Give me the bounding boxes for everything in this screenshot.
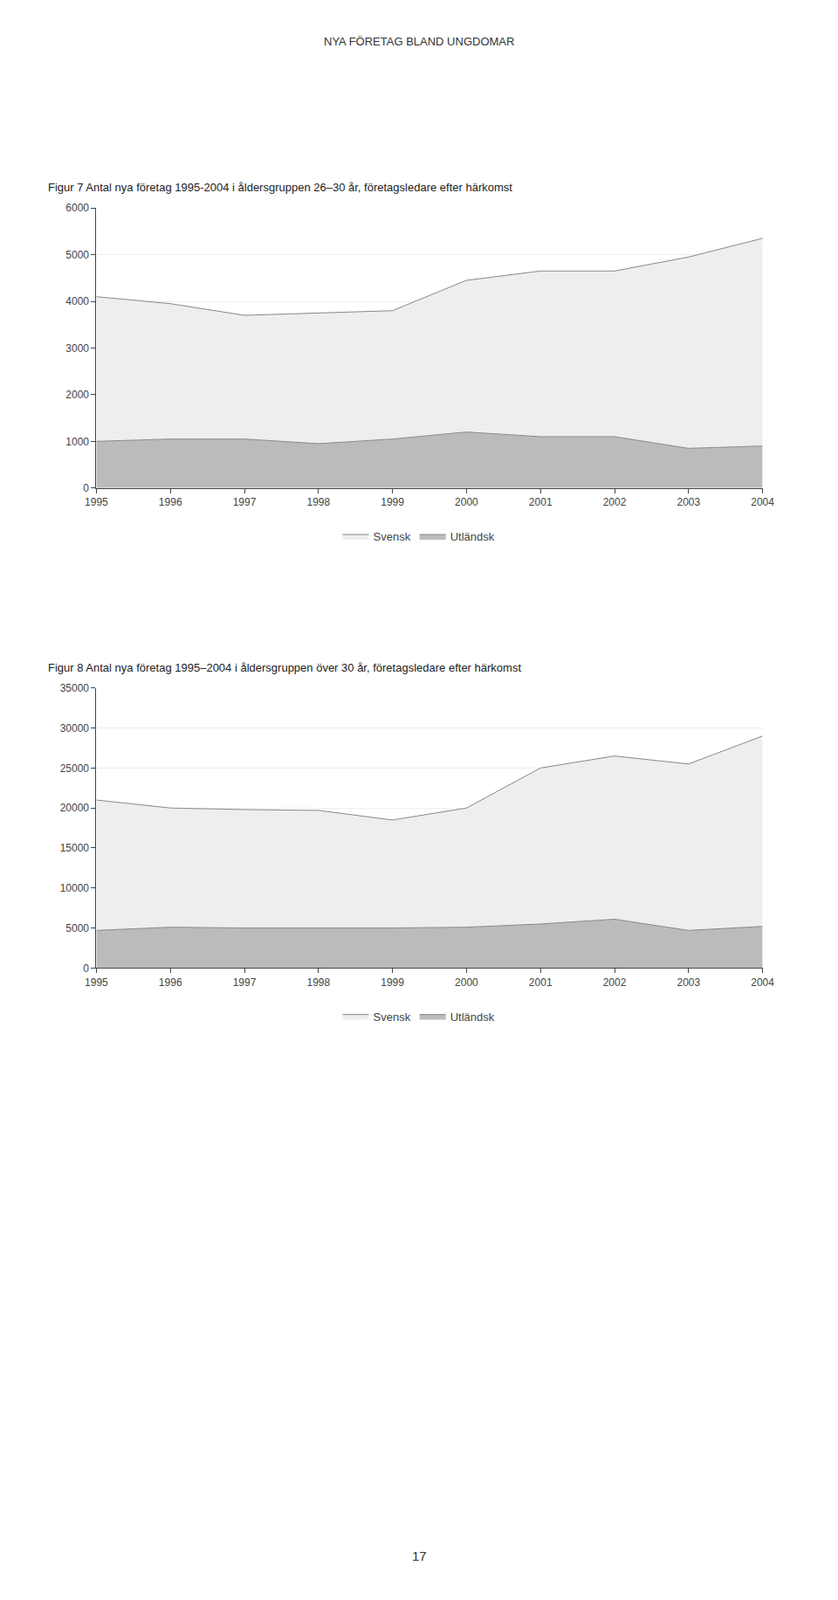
svg-text:2000: 2000 xyxy=(65,388,90,401)
svg-text:2001: 2001 xyxy=(528,495,553,509)
svg-text:2002: 2002 xyxy=(603,975,627,989)
svg-text:Svensk: Svensk xyxy=(373,1009,412,1024)
svg-text:1999: 1999 xyxy=(380,495,405,509)
svg-text:1995: 1995 xyxy=(84,975,109,989)
svg-text:Figur 7 Antal nya företag 1995: Figur 7 Antal nya företag 1995-2004 i ål… xyxy=(48,180,513,194)
svg-text:1997: 1997 xyxy=(233,495,257,509)
svg-text:2002: 2002 xyxy=(603,495,627,509)
svg-text:6000: 6000 xyxy=(65,201,90,214)
svg-text:35000: 35000 xyxy=(60,681,90,694)
svg-text:NYA FÖRETAG BLAND UNGDOMAR: NYA FÖRETAG BLAND UNGDOMAR xyxy=(323,34,515,49)
svg-text:5000: 5000 xyxy=(65,921,90,935)
svg-text:Svensk: Svensk xyxy=(373,529,412,543)
svg-text:2004: 2004 xyxy=(750,495,775,509)
svg-text:Utländsk: Utländsk xyxy=(450,529,495,543)
svg-text:20000: 20000 xyxy=(60,801,90,814)
svg-text:1998: 1998 xyxy=(306,975,330,989)
svg-text:1998: 1998 xyxy=(306,495,330,509)
svg-text:15000: 15000 xyxy=(60,841,90,854)
svg-text:0: 0 xyxy=(82,961,90,975)
svg-text:5000: 5000 xyxy=(65,248,90,262)
svg-text:1000: 1000 xyxy=(65,435,90,448)
svg-text:17: 17 xyxy=(412,1547,427,1563)
svg-text:4000: 4000 xyxy=(65,295,90,308)
svg-text:Figur 8 Antal nya företag 1995: Figur 8 Antal nya företag 1995–2004 i ål… xyxy=(48,660,522,674)
svg-text:3000: 3000 xyxy=(65,342,90,355)
svg-text:1996: 1996 xyxy=(158,495,183,509)
svg-text:0: 0 xyxy=(82,481,90,495)
svg-text:10000: 10000 xyxy=(60,881,90,894)
svg-text:1995: 1995 xyxy=(84,495,109,509)
svg-text:Utländsk: Utländsk xyxy=(450,1009,495,1024)
svg-text:1999: 1999 xyxy=(380,975,405,989)
svg-text:2000: 2000 xyxy=(454,495,479,509)
svg-text:2000: 2000 xyxy=(454,975,479,989)
svg-text:30000: 30000 xyxy=(60,721,90,735)
svg-text:2003: 2003 xyxy=(676,495,701,509)
svg-text:25000: 25000 xyxy=(60,762,90,775)
svg-text:1996: 1996 xyxy=(158,975,183,989)
svg-text:2003: 2003 xyxy=(676,975,701,989)
svg-text:1997: 1997 xyxy=(233,975,257,989)
svg-text:2004: 2004 xyxy=(750,975,775,989)
svg-text:2001: 2001 xyxy=(528,975,553,989)
